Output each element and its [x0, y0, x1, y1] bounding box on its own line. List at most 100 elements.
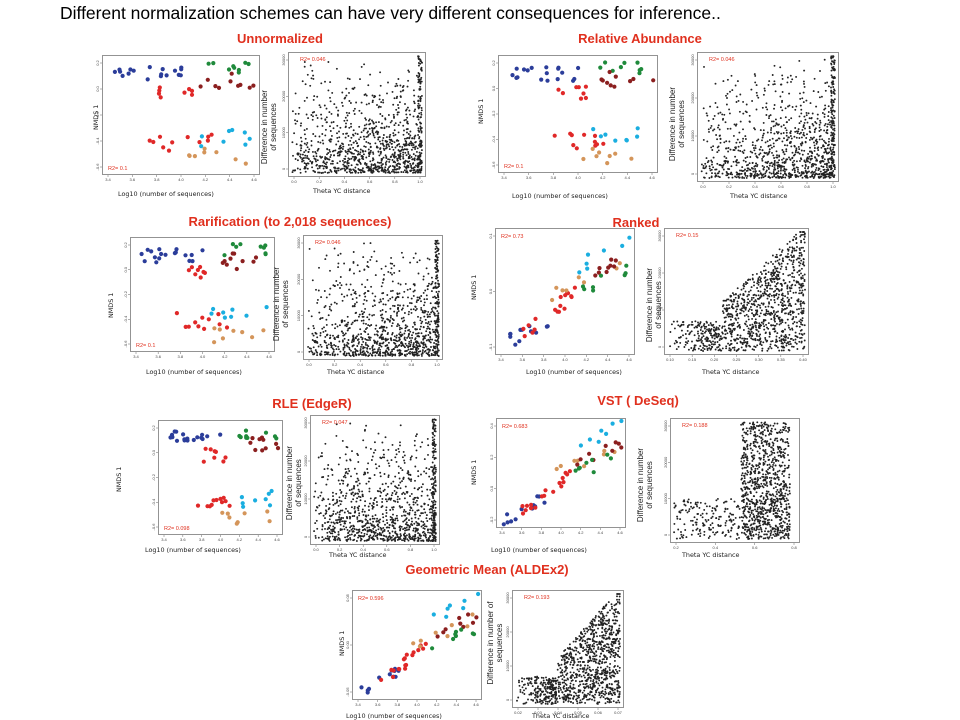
point-black — [758, 325, 761, 328]
point-black — [816, 173, 819, 176]
point-black — [732, 293, 735, 296]
point-black — [679, 325, 681, 328]
point-black — [324, 341, 327, 344]
y-tick-label: -0.2 — [123, 290, 128, 298]
point-cyan — [230, 307, 235, 312]
point-black — [293, 132, 296, 135]
point-black — [778, 336, 781, 339]
point-black — [347, 321, 350, 324]
point-black — [387, 352, 390, 355]
point-black — [812, 164, 815, 167]
point-black — [423, 301, 426, 304]
point-tan — [250, 335, 255, 340]
point-black — [729, 315, 732, 318]
point-black — [811, 123, 814, 125]
point-black — [409, 162, 412, 165]
point-black — [764, 152, 767, 155]
point-black — [402, 316, 405, 319]
point-black — [321, 164, 324, 167]
point-black — [703, 327, 706, 330]
point-black — [792, 322, 795, 325]
point-black — [776, 297, 779, 300]
x-tick-label: 0.6 — [367, 179, 373, 184]
point-black — [419, 171, 421, 174]
point-black — [748, 120, 751, 123]
point-black — [352, 334, 355, 337]
point-black — [407, 348, 410, 351]
point-black — [747, 327, 750, 330]
point-black — [735, 95, 738, 98]
point-black — [399, 121, 402, 124]
point-black — [329, 140, 332, 143]
point-black — [787, 252, 789, 255]
point-black — [744, 160, 747, 163]
point-black — [417, 171, 420, 174]
point-black — [685, 337, 688, 340]
point-black — [337, 345, 340, 348]
point-black — [375, 260, 378, 263]
point-black — [780, 176, 783, 179]
x-tick-label: 1.0 — [417, 179, 423, 184]
point-black — [358, 109, 361, 112]
point-black — [703, 325, 706, 328]
point-black — [343, 350, 346, 353]
point-black — [718, 344, 721, 347]
point-black — [331, 323, 334, 326]
point-black — [718, 170, 721, 173]
x-tick-label: 4.2 — [237, 537, 243, 542]
point-black — [417, 115, 419, 117]
point-black — [329, 287, 332, 290]
point-red — [568, 131, 573, 136]
point-black — [800, 333, 803, 336]
point-black — [705, 112, 708, 115]
point-black — [795, 105, 798, 108]
point-darkred — [228, 256, 233, 261]
point-black — [705, 345, 708, 348]
point-black — [335, 348, 338, 351]
point-black — [750, 309, 753, 311]
point-black — [384, 162, 387, 164]
point-black — [343, 346, 346, 349]
point-black — [354, 149, 357, 152]
point-black — [706, 161, 709, 164]
point-black — [812, 162, 815, 165]
point-black — [794, 127, 797, 129]
point-black — [782, 157, 785, 160]
point-black — [725, 147, 727, 150]
point-black — [797, 128, 800, 131]
point-black — [799, 157, 802, 160]
point-black — [807, 112, 810, 115]
point-black — [369, 347, 371, 350]
point-black — [692, 349, 694, 352]
point-black — [707, 324, 710, 327]
point-black — [328, 149, 331, 151]
point-black — [369, 145, 372, 148]
point-black — [748, 330, 751, 333]
point-black — [768, 335, 771, 338]
point-black — [437, 325, 440, 328]
point-black — [712, 118, 715, 120]
point-black — [710, 347, 713, 350]
point-black — [312, 115, 314, 118]
point-black — [833, 68, 836, 70]
point-black — [787, 292, 790, 295]
point-black — [824, 82, 827, 85]
point-black — [332, 121, 335, 123]
point-black — [797, 257, 799, 260]
point-black — [420, 308, 423, 311]
point-black — [419, 80, 422, 83]
point-black — [345, 283, 348, 286]
point-black — [354, 140, 357, 143]
point-black — [350, 349, 352, 352]
point-black — [437, 290, 440, 293]
point-black — [830, 150, 833, 152]
point-black — [802, 307, 805, 310]
point-black — [387, 331, 389, 334]
point-black — [393, 305, 396, 307]
point-black — [428, 323, 431, 326]
point-black — [762, 129, 765, 132]
point-black — [794, 335, 797, 337]
point-black — [296, 120, 299, 123]
point-black — [384, 166, 387, 169]
plot-frame — [303, 235, 443, 360]
